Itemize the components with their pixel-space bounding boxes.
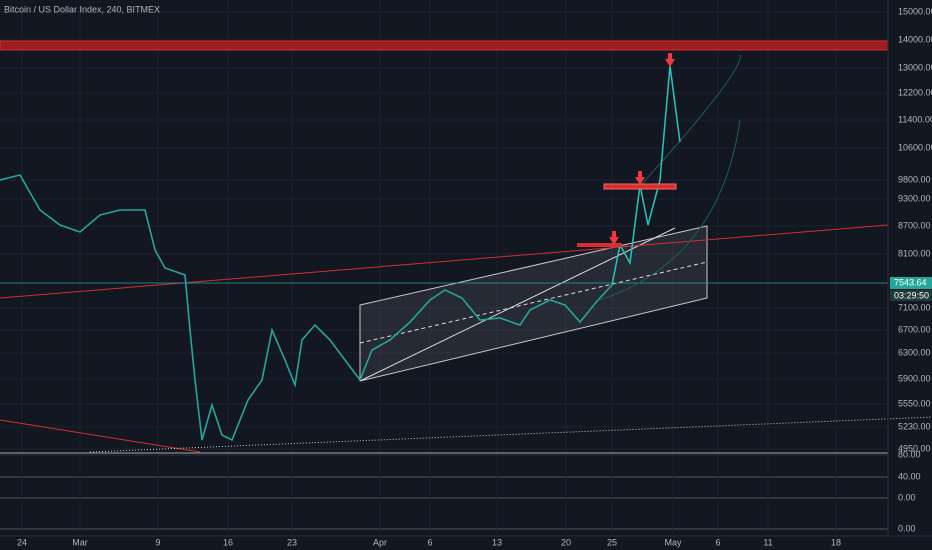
price-label: 5230.00 bbox=[898, 421, 931, 431]
indicator-label: 80.00 bbox=[898, 449, 921, 459]
date-label: 6 bbox=[427, 537, 432, 547]
price-label: 11400.00 bbox=[898, 114, 932, 124]
arc bbox=[639, 54, 741, 187]
price-label: 5900.00 bbox=[898, 373, 931, 383]
price-label: 8100.00 bbox=[898, 248, 931, 258]
date-label: 20 bbox=[561, 537, 571, 547]
date-label: 23 bbox=[287, 537, 297, 547]
projection bbox=[611, 65, 681, 286]
date-label: Apr bbox=[373, 537, 387, 547]
date-label: 6 bbox=[715, 537, 720, 547]
price-label: 6300.00 bbox=[898, 347, 931, 357]
price-label: 14000.00 bbox=[898, 34, 932, 44]
price-label: 4950.00 bbox=[898, 443, 931, 453]
countdown-bg bbox=[890, 290, 932, 301]
price-label: 9300.00 bbox=[898, 193, 931, 203]
price-label: 8700.00 bbox=[898, 220, 931, 230]
price-tag: 7543.64 bbox=[894, 277, 927, 287]
support-line bbox=[89, 416, 932, 453]
price-label: 10600.00 bbox=[898, 142, 932, 152]
price-label: 9800.00 bbox=[898, 174, 931, 184]
date-label: 24 bbox=[17, 537, 27, 547]
channel bbox=[359, 225, 708, 382]
indicator-label: 0.00 bbox=[898, 523, 916, 533]
date-label: 16 bbox=[223, 537, 233, 547]
price-label: 5550.00 bbox=[898, 398, 931, 408]
arc bbox=[599, 119, 741, 301]
date-label: 13 bbox=[492, 537, 502, 547]
date-label: 9 bbox=[155, 537, 160, 547]
date-label: Mar bbox=[72, 537, 88, 547]
trend-line bbox=[359, 227, 676, 382]
price-label: 7100.00 bbox=[898, 302, 931, 312]
indicator-label: 0.00 bbox=[898, 492, 916, 502]
target-zone bbox=[577, 243, 622, 247]
date-label: 25 bbox=[607, 537, 617, 547]
countdown: 03:29:50 bbox=[894, 290, 929, 300]
grid bbox=[0, 0, 888, 536]
price-path bbox=[0, 174, 613, 442]
red-trendline bbox=[0, 419, 201, 453]
date-label: 18 bbox=[831, 537, 841, 547]
price-label: 15000.00 bbox=[898, 6, 932, 16]
price-label: 6700.00 bbox=[898, 324, 931, 334]
price-label: 12200.00 bbox=[898, 87, 932, 97]
resistance-zone bbox=[0, 40, 889, 51]
channel-mid bbox=[359, 261, 708, 344]
arrows bbox=[609, 53, 675, 245]
red-trendline bbox=[0, 224, 889, 299]
price-tag-bg bbox=[890, 277, 932, 289]
price-label: 13000.00 bbox=[898, 62, 932, 72]
indicator-label: 40.00 bbox=[898, 471, 921, 481]
chart-title: Bitcoin / US Dollar Index, 240, BITMEX bbox=[4, 4, 160, 14]
date-label: May bbox=[664, 537, 682, 547]
date-label: 11 bbox=[763, 537, 772, 547]
